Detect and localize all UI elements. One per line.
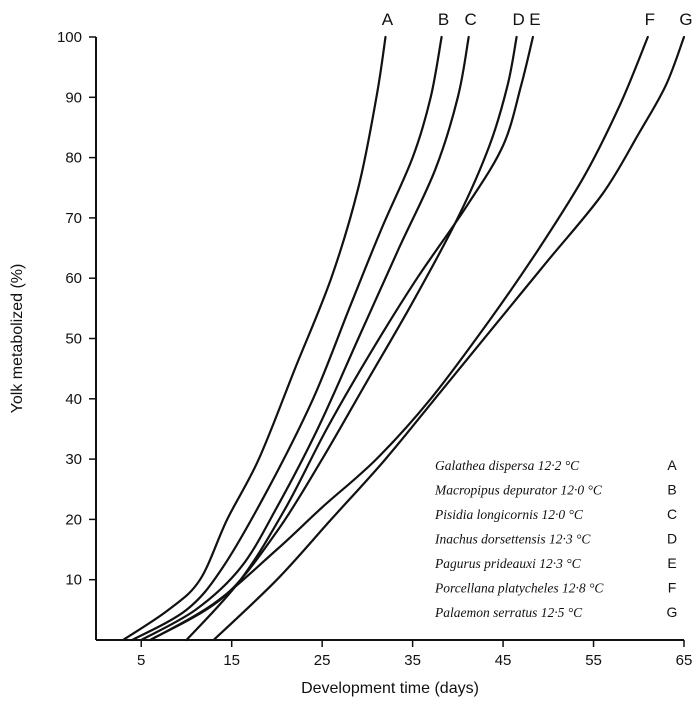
curve-b <box>131 35 443 642</box>
curve-label-g: G <box>679 10 692 29</box>
legend-letter: F <box>668 580 677 596</box>
legend-letter: G <box>667 604 678 620</box>
x-tick-label: 65 <box>676 652 693 669</box>
curve-label-c: C <box>465 10 477 29</box>
legend-letter: D <box>667 531 677 547</box>
x-tick-label: 25 <box>314 652 331 669</box>
x-axis-title: Development time (days) <box>301 680 479 697</box>
legend-entry: Porcellana platycheles 12·8 °C <box>434 581 604 596</box>
legend-entry: Galathea dispersa 12·2 °C <box>435 458 580 473</box>
curve-e <box>185 35 534 642</box>
x-tick-label: 45 <box>495 652 512 669</box>
x-tick-label: 5 <box>137 652 145 669</box>
curve-c <box>140 35 470 642</box>
y-tick-label: 20 <box>65 511 82 528</box>
curve-a <box>122 35 387 642</box>
legend-letter: E <box>667 555 676 571</box>
x-tick-label: 15 <box>223 652 240 669</box>
y-tick-label: 30 <box>65 451 82 468</box>
axes <box>95 37 684 641</box>
y-tick-label: 60 <box>65 270 82 287</box>
x-tick-label: 55 <box>585 652 602 669</box>
curve-label-e: E <box>529 10 540 29</box>
data-curves <box>122 35 686 642</box>
curve-label-a: A <box>382 10 394 29</box>
y-tick-label: 100 <box>57 29 82 46</box>
y-tick-label: 70 <box>65 210 82 227</box>
y-tick-label: 80 <box>65 150 82 167</box>
legend-entry: Pisidia longicornis 12·0 °C <box>434 507 584 522</box>
curve-label-b: B <box>438 10 449 29</box>
y-tick-label: 90 <box>65 89 82 106</box>
legend-entry: Inachus dorsettensis 12·3 °C <box>434 532 591 547</box>
legend-letter: B <box>667 482 676 498</box>
legend-entry: Macropipus depurator 12·0 °C <box>434 483 603 498</box>
x-tick-label: 35 <box>404 652 421 669</box>
legend-entry: Pagurus prideauxi 12·3 °C <box>434 556 582 571</box>
y-tick-label: 10 <box>65 572 82 589</box>
legend-letter: A <box>667 457 677 473</box>
y-tick-label: 40 <box>65 391 82 408</box>
legend-letter: C <box>667 506 677 522</box>
curve-label-d: D <box>513 10 525 29</box>
legend: Galathea dispersa 12·2 °C A Macropipus dep… <box>434 457 677 620</box>
y-axis-title: Yolk metabolized (%) <box>9 264 26 414</box>
curve-d <box>149 35 518 642</box>
y-tick-label: 50 <box>65 331 82 348</box>
curve-f <box>149 35 649 642</box>
axis-ticks: 5 15 25 35 45 55 65 10 20 30 40 50 60 70 80 90 100 <box>57 29 692 669</box>
legend-entry: Palaemon serratus 12·5 °C <box>434 605 583 620</box>
curve-label-f: F <box>645 10 655 29</box>
curve-g <box>212 35 686 642</box>
